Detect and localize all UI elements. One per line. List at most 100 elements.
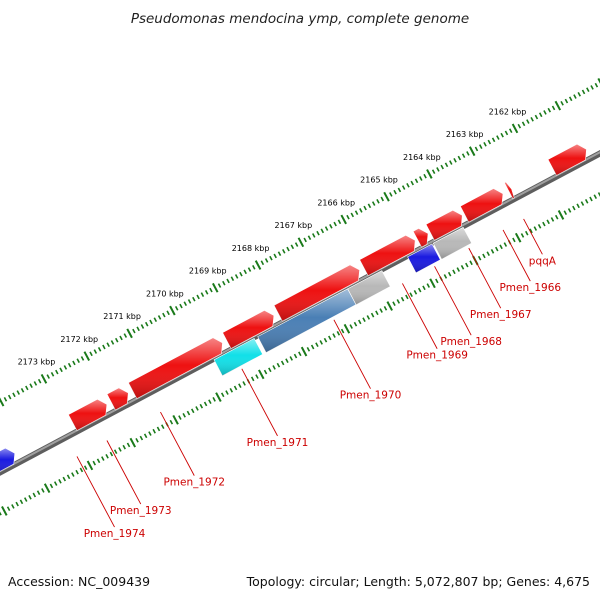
inner-scale-tick	[554, 214, 559, 220]
gene-shading	[433, 227, 472, 260]
outer-scale-tick	[106, 342, 110, 348]
outer-scale-tick	[0, 397, 5, 407]
outer-scale-tick	[568, 96, 573, 102]
inner-scale-tick	[482, 253, 486, 259]
accession-text: Accession: NC_009439	[8, 574, 150, 589]
outer-scale-tick	[83, 351, 91, 361]
outer-scale-tick	[337, 219, 342, 225]
outer-scale-tick	[491, 137, 496, 143]
outer-scale-tick	[554, 100, 562, 111]
inner-scale-tick	[122, 444, 126, 450]
inner-scale-tick	[486, 251, 490, 256]
outer-scale-tick	[453, 157, 457, 163]
outer-scale-tick	[316, 230, 320, 236]
outer-scale-tick	[33, 381, 38, 386]
gene-label: Pmen_1974	[84, 528, 146, 540]
outer-scale-tick	[449, 160, 453, 165]
inner-scale-tick	[208, 399, 212, 404]
inner-scale-tick	[1, 506, 8, 516]
inner-scale-tick	[358, 319, 362, 325]
kbp-label: 2166 kbp	[317, 198, 355, 207]
label-leader-line	[333, 319, 371, 389]
inner-scale-tick	[413, 290, 418, 295]
gene-shading	[460, 188, 503, 223]
inner-scale-tick	[15, 501, 19, 507]
inner-scale-tick	[199, 403, 204, 409]
outer-scale-tick	[16, 390, 21, 395]
outer-scale-tick	[93, 349, 98, 354]
inner-scale-tick	[379, 308, 383, 313]
gene-shading	[257, 288, 356, 353]
inner-scale-tick	[469, 260, 473, 266]
inner-scale-tick	[129, 437, 137, 448]
inner-scale-tick	[172, 414, 179, 425]
outer-scale-tick	[110, 340, 115, 345]
outer-scale-tick	[239, 271, 243, 277]
outer-scale-tick	[136, 326, 140, 332]
outer-scale-tick	[551, 105, 556, 111]
outer-scale-tick	[487, 139, 492, 145]
inner-scale-tick	[465, 262, 469, 268]
inner-scale-tick	[405, 294, 409, 300]
inner-scale-tick	[19, 499, 24, 505]
inner-scale-tick	[186, 410, 191, 416]
outer-scale-tick	[25, 385, 29, 391]
outer-scale-tick	[247, 267, 252, 272]
outer-scale-tick	[226, 278, 230, 284]
inner-scale-tick	[41, 488, 45, 493]
inner-scale-tick	[255, 374, 259, 379]
inner-scale-tick	[529, 228, 533, 234]
kbp-label: 2171 kbp	[103, 312, 141, 321]
inner-scale-tick	[557, 210, 565, 220]
inner-scale-tick	[460, 264, 465, 270]
gene-label: Pmen_1972	[163, 477, 225, 489]
gene-shading	[504, 182, 515, 199]
label-leader-line	[502, 229, 531, 282]
outer-scale-tick	[126, 328, 133, 339]
inner-scale-tick	[258, 369, 265, 380]
inner-scale-tick	[525, 230, 529, 236]
gene-shading	[214, 338, 263, 376]
outer-scale-tick	[162, 312, 166, 318]
gene-shading	[407, 243, 441, 273]
gene-label: Pmen_1969	[406, 350, 468, 362]
inner-scale-tick	[293, 353, 298, 359]
inner-scale-tick	[225, 390, 229, 395]
outer-scale-tick	[290, 244, 295, 250]
outer-scale-tick	[212, 282, 219, 293]
gene-shading	[128, 337, 223, 399]
inner-scale-tick	[43, 483, 51, 494]
outer-scale-tick	[340, 214, 347, 225]
outer-scale-tick	[37, 378, 42, 384]
inner-scale-tick	[135, 438, 139, 443]
inner-scale-tick	[250, 376, 255, 382]
outer-scale-tick	[457, 155, 462, 161]
inner-scale-tick	[86, 460, 94, 471]
label-leader-line	[523, 218, 543, 255]
outer-scale-tick	[277, 251, 282, 256]
gene-label: Pmen_1973	[110, 505, 172, 517]
outer-scale-tick	[547, 107, 552, 113]
kbp-label: 2164 kbp	[403, 153, 441, 162]
gene-shading	[0, 448, 15, 472]
label-leader-line	[106, 440, 142, 505]
inner-scale-tick	[495, 246, 499, 252]
outer-scale-tick	[423, 173, 427, 179]
outer-scale-tick	[401, 185, 406, 190]
outer-scale-tick	[474, 146, 479, 152]
outer-scale-tick	[187, 299, 192, 304]
inner-scale-tick	[542, 221, 546, 227]
inner-scale-tick	[268, 367, 272, 373]
outer-scale-tick	[414, 178, 419, 184]
outer-scale-tick	[97, 346, 102, 352]
genome-title: Pseudomonas mendocina ymp, complete geno…	[131, 11, 469, 27]
outer-scale-tick	[200, 292, 205, 297]
outer-scale-tick	[543, 110, 547, 115]
outer-scale-tick	[393, 189, 397, 195]
outer-scale-tick	[307, 235, 312, 241]
map-layer: 2162 kbp 2163 kbp 2164 kbp 2165 kbp 2166 kbp…	[0, 77, 600, 540]
label-leader-line	[160, 411, 195, 476]
outer-scale-tick	[222, 280, 226, 286]
gene-shading	[347, 270, 391, 305]
gene-shading	[548, 144, 587, 176]
